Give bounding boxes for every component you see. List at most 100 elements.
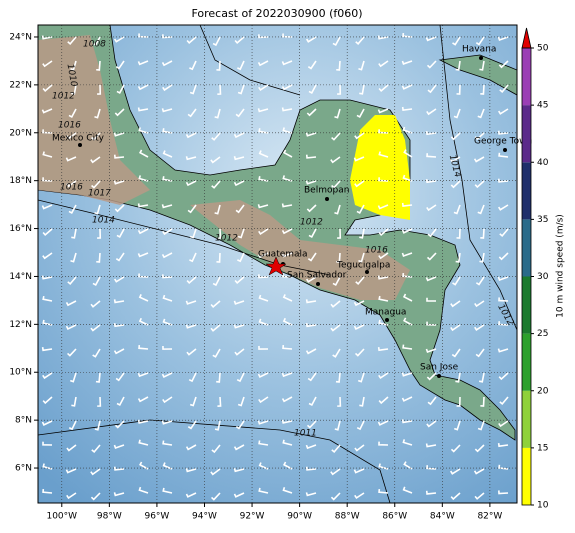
- wind-barb: [427, 396, 437, 406]
- wind-barb: [401, 419, 413, 424]
- wind-barb: [216, 252, 221, 263]
- wind-barb: [139, 149, 149, 158]
- wind-barb: [281, 84, 293, 91]
- wind-barb: [42, 129, 53, 134]
- x-tick-label: 88°W: [335, 512, 360, 522]
- wind-barb: [234, 348, 245, 356]
- contour-label: 1016: [58, 121, 81, 131]
- wind-barb: [473, 156, 485, 163]
- wind-barb: [96, 60, 101, 71]
- wind-barb: [497, 276, 509, 282]
- wind-barb: [499, 396, 509, 406]
- wind-barb: [426, 108, 437, 116]
- wind-barb: [115, 60, 125, 70]
- wind-barb: [92, 276, 101, 286]
- wind-barb: [359, 84, 365, 95]
- wind-barb: [353, 300, 365, 307]
- wind-barb: [480, 84, 485, 95]
- wind-barb: [337, 396, 342, 407]
- wind-barb: [137, 396, 149, 403]
- wind-barb: [162, 345, 173, 350]
- wind-barb: [115, 252, 125, 262]
- wind-barb: [358, 252, 365, 263]
- colorbar: 10 15 20 25 30 35 40 45 50: [521, 27, 549, 511]
- x-tick-label: 84°W: [430, 512, 455, 522]
- wind-barb: [330, 468, 341, 476]
- y-tick-label: 10°N: [9, 368, 32, 378]
- wind-barb: [138, 486, 149, 494]
- wind-barb: [258, 294, 269, 302]
- wind-barb: [162, 462, 173, 470]
- wind-barb: [498, 464, 509, 470]
- wind-barb: [211, 444, 221, 454]
- wind-barb: [426, 252, 437, 261]
- wind-barb: [233, 300, 245, 305]
- wind-barb: [330, 324, 341, 332]
- wind-barb: [187, 204, 197, 214]
- city-label: San Salvador: [287, 271, 347, 281]
- wind-barb: [90, 300, 101, 308]
- wind-barb: [453, 204, 461, 215]
- wind-barb: [257, 420, 269, 425]
- highlands: [38, 35, 150, 205]
- city-label: Mexico City: [52, 134, 105, 144]
- wind-barb: [282, 127, 293, 134]
- wind-barb: [282, 439, 293, 446]
- wind-barb: [353, 156, 365, 162]
- wind-barb: [475, 36, 485, 46]
- wind-barb: [474, 180, 485, 189]
- wind-barb: [498, 297, 509, 302]
- title: Forecast of 2022030900 (f060): [191, 7, 362, 20]
- y-tick-label: 20°N: [9, 128, 32, 138]
- wind-barb: [450, 324, 461, 332]
- wind-barb: [426, 60, 437, 69]
- wind-barb: [138, 317, 149, 326]
- wind-barb: [42, 151, 53, 158]
- wind-barb: [378, 84, 389, 93]
- wind-barb: [480, 396, 485, 407]
- wind-barb: [497, 442, 509, 448]
- contour-label: 1016: [365, 246, 388, 256]
- wind-barb: [497, 178, 509, 183]
- wind-barb: [210, 324, 221, 332]
- wind-barb: [282, 461, 293, 470]
- wind-barb: [401, 372, 413, 377]
- wind-barb: [116, 228, 125, 238]
- wind-barb: [137, 419, 149, 424]
- wind-barb: [402, 272, 413, 278]
- wind-barb: [498, 60, 509, 69]
- wind-barb: [402, 174, 413, 182]
- wind-barb: [330, 156, 341, 164]
- wind-barb: [233, 180, 245, 187]
- map-frame: [37, 24, 518, 504]
- wind-barb: [91, 132, 101, 141]
- wind-barb: [354, 132, 365, 140]
- wind-barb: [378, 488, 389, 494]
- wind-barb: [258, 176, 269, 182]
- wind-barb: [185, 132, 197, 139]
- wind-barb: [498, 252, 509, 261]
- wind-barb: [359, 228, 365, 239]
- colorbar-tick-label: 35: [537, 215, 548, 225]
- city-label: Guatemala: [258, 250, 308, 260]
- wind-barb: [305, 299, 317, 304]
- wind-barb: [477, 204, 485, 215]
- y-tick-label: 22°N: [9, 80, 32, 90]
- contour-label: 1011: [294, 429, 317, 439]
- colorbar-extend: [521, 27, 532, 49]
- wind-barb: [188, 372, 197, 383]
- wind-barb: [282, 149, 293, 158]
- wind-barb: [65, 156, 77, 162]
- wind-barb: [359, 396, 365, 407]
- wind-barb: [355, 276, 365, 285]
- colorbar-tick-label: 15: [537, 443, 548, 453]
- wind-barb: [187, 108, 197, 118]
- wind-barb: [281, 228, 293, 235]
- wind-barb: [189, 228, 197, 239]
- wind-barb: [113, 276, 125, 283]
- city-labels: Havana George Town Mexico City Belmopan …: [52, 45, 532, 373]
- wind-barb: [377, 347, 389, 352]
- wind-barb: [233, 492, 245, 498]
- wind-barb: [67, 36, 77, 45]
- wind-barb: [378, 60, 389, 68]
